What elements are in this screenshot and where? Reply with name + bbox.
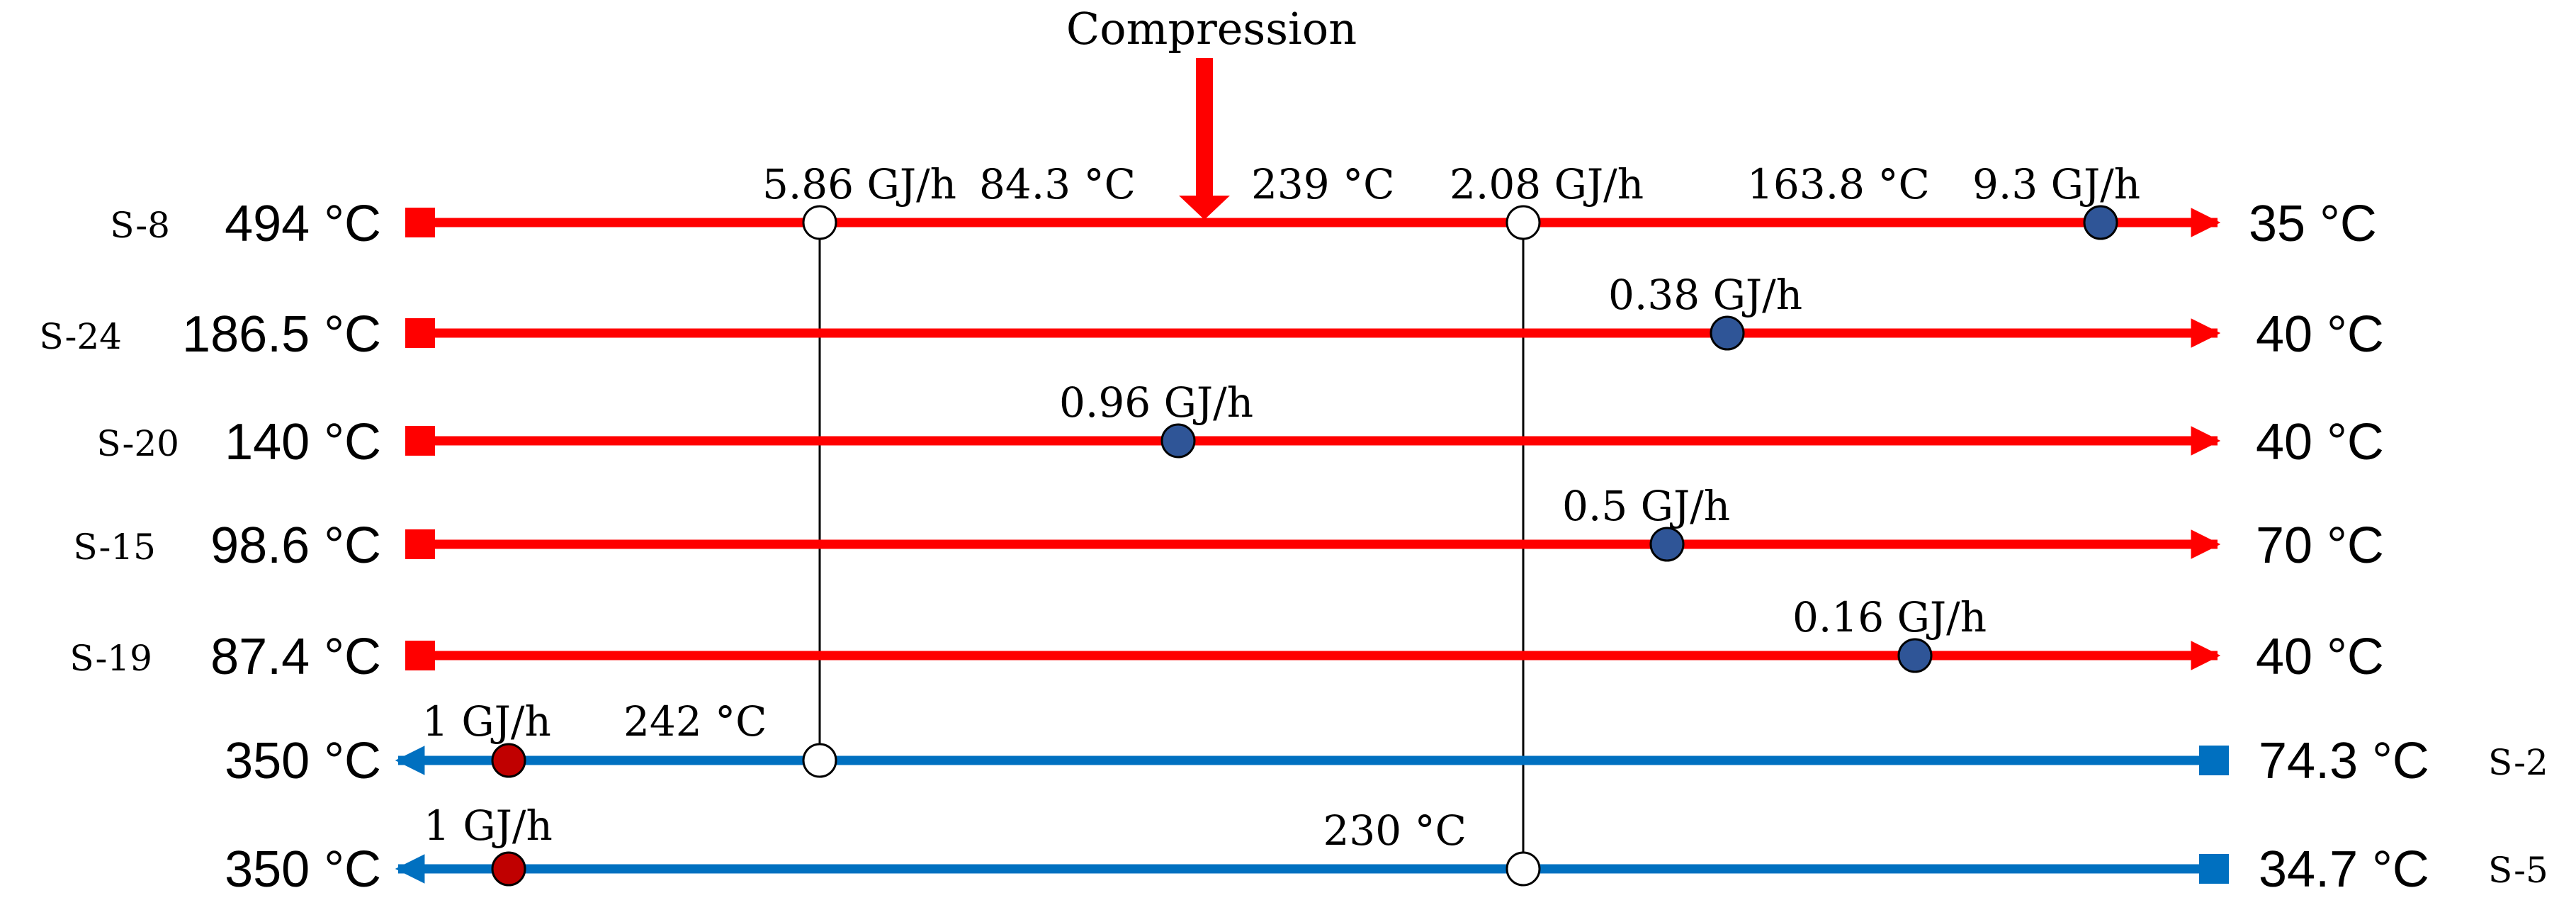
inlet-temp-s15: 98.6 °C — [210, 517, 381, 574]
outlet-temp-s2: 350 °C — [225, 733, 381, 789]
exchanger-1-cold-node — [802, 743, 837, 778]
cooler-s8 — [2083, 205, 2118, 240]
outlet-temp-s5: 350 °C — [225, 841, 381, 898]
outlet-temp-s19: 40 °C — [2256, 629, 2384, 685]
compression-arrow — [1179, 58, 1230, 220]
cold-stream-s5-source — [2199, 854, 2229, 884]
cooler-s15-duty: 0.5 GJ/h — [1562, 482, 1730, 530]
cooler-s19 — [1897, 638, 1933, 673]
exchanger-1-hot-outlet-temp: 84.3 °C — [979, 160, 1136, 208]
cold-stream-s2 — [395, 746, 2229, 775]
inlet-temp-s5: 34.7 °C — [2259, 841, 2429, 898]
hot-stream-s15 — [405, 529, 2221, 559]
exchanger-1-hot-node — [802, 205, 837, 240]
cold-stream-s5 — [395, 854, 2229, 884]
exchanger-2-hot-node — [1506, 205, 1541, 240]
hot-stream-s20 — [405, 426, 2221, 456]
cooler-s8-inlet-temp: 163.8 °C — [1747, 160, 1930, 208]
cooler-s15 — [1649, 527, 1685, 562]
compression-label: Compression — [1066, 3, 1357, 55]
hot-stream-s15-source — [405, 529, 435, 559]
cooler-s20-duty: 0.96 GJ/h — [1059, 378, 1253, 427]
exchanger-2-cold-node — [1506, 851, 1541, 887]
hot-stream-s19 — [405, 641, 2221, 670]
inlet-temp-s2: 74.3 °C — [2259, 733, 2429, 789]
hot-stream-s19-source — [405, 641, 435, 670]
stream-id-s15: S-15 — [73, 527, 156, 568]
exchanger-2-cold-outlet-temp: 230 °C — [1323, 806, 1467, 855]
stream-id-s5: S-5 — [2488, 850, 2548, 891]
heater-s5 — [491, 851, 526, 887]
hot-stream-s8 — [405, 208, 2221, 237]
hot-stream-s24-source — [405, 318, 435, 348]
outlet-temp-s24: 40 °C — [2256, 306, 2384, 363]
outlet-temp-s15: 70 °C — [2256, 517, 2384, 574]
inlet-temp-s8: 494 °C — [225, 196, 381, 252]
hot-stream-s8-source — [405, 208, 435, 237]
hot-stream-s24 — [405, 318, 2221, 348]
cooler-s20 — [1160, 423, 1196, 459]
stream-id-s2: S-2 — [2488, 742, 2548, 783]
exchanger-2-duty: 2.08 GJ/h — [1450, 160, 1644, 208]
outlet-temp-s8: 35 °C — [2249, 196, 2377, 252]
stream-id-s24: S-24 — [39, 316, 122, 357]
stream-id-s20: S-20 — [96, 423, 179, 464]
cooler-s24-duty: 0.38 GJ/h — [1608, 271, 1802, 319]
inlet-temp-s24: 186.5 °C — [182, 306, 381, 363]
heater-s2-duty: 1 GJ/h — [422, 697, 551, 746]
inlet-temp-s19: 87.4 °C — [210, 629, 381, 685]
cooler-s19-duty: 0.16 GJ/h — [1792, 593, 1987, 641]
exchanger-1-duty: 5.86 GJ/h — [762, 160, 956, 208]
heater-s2 — [491, 743, 526, 778]
stream-id-s19: S-19 — [69, 638, 152, 679]
exchanger-1-cold-outlet-temp: 242 °C — [623, 697, 767, 746]
stream-id-s8: S-8 — [110, 205, 170, 246]
outlet-temp-s20: 40 °C — [2256, 414, 2384, 471]
cold-stream-s2-source — [2199, 746, 2229, 775]
cooler-s24 — [1710, 315, 1745, 351]
exchanger-2-hot-outlet-temp: 239 °C — [1251, 160, 1395, 208]
heater-s5-duty: 1 GJ/h — [424, 802, 553, 850]
inlet-temp-s20: 140 °C — [225, 414, 381, 471]
hot-stream-s20-source — [405, 426, 435, 456]
cooler-s8-duty: 9.3 GJ/h — [1972, 160, 2140, 208]
